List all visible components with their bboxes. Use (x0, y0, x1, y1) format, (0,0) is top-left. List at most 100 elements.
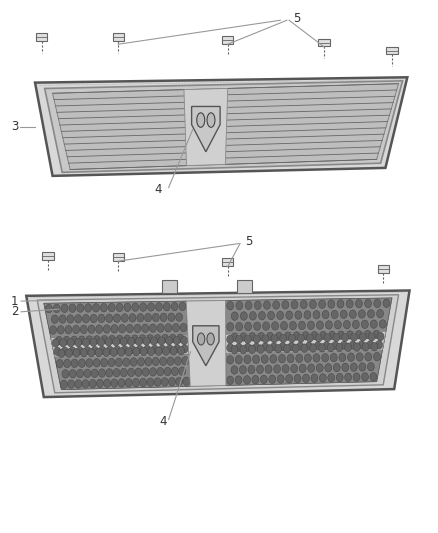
Ellipse shape (245, 301, 252, 310)
Text: 2: 2 (11, 305, 18, 318)
Ellipse shape (60, 380, 67, 389)
Ellipse shape (73, 325, 80, 334)
Ellipse shape (177, 346, 184, 355)
Text: 3: 3 (11, 120, 18, 133)
Ellipse shape (108, 358, 115, 367)
Ellipse shape (333, 364, 340, 372)
Ellipse shape (379, 320, 386, 328)
Ellipse shape (103, 348, 110, 357)
Ellipse shape (337, 300, 344, 308)
Ellipse shape (84, 369, 91, 377)
Ellipse shape (82, 314, 89, 323)
Ellipse shape (88, 349, 95, 357)
Ellipse shape (316, 364, 323, 372)
Ellipse shape (64, 359, 71, 368)
Ellipse shape (163, 302, 170, 311)
Ellipse shape (227, 356, 233, 364)
Bar (113, 34, 124, 41)
Ellipse shape (358, 310, 365, 318)
Ellipse shape (350, 341, 356, 350)
Ellipse shape (258, 333, 265, 341)
Ellipse shape (149, 368, 156, 376)
Polygon shape (51, 335, 190, 390)
Ellipse shape (286, 311, 293, 319)
Ellipse shape (106, 346, 113, 354)
Ellipse shape (62, 370, 69, 378)
Ellipse shape (53, 304, 60, 313)
Ellipse shape (273, 301, 279, 309)
Ellipse shape (236, 301, 243, 310)
Polygon shape (186, 301, 226, 386)
Ellipse shape (249, 312, 256, 320)
Ellipse shape (127, 325, 133, 333)
Ellipse shape (101, 358, 108, 367)
Ellipse shape (331, 310, 338, 319)
Ellipse shape (340, 310, 347, 319)
Ellipse shape (111, 379, 118, 387)
Ellipse shape (271, 343, 277, 351)
Ellipse shape (89, 379, 96, 388)
Ellipse shape (170, 334, 176, 343)
Ellipse shape (144, 345, 151, 354)
Text: 4: 4 (155, 183, 162, 196)
Ellipse shape (160, 313, 167, 321)
Ellipse shape (166, 336, 173, 345)
Ellipse shape (367, 341, 374, 349)
Ellipse shape (299, 321, 305, 330)
Ellipse shape (140, 303, 147, 311)
Ellipse shape (353, 320, 359, 329)
Ellipse shape (152, 357, 159, 366)
Polygon shape (237, 280, 252, 293)
Ellipse shape (253, 355, 260, 364)
Ellipse shape (248, 345, 255, 353)
Ellipse shape (252, 375, 259, 384)
Bar (318, 39, 330, 46)
Ellipse shape (56, 336, 63, 345)
Ellipse shape (80, 325, 87, 334)
Ellipse shape (63, 336, 70, 345)
Ellipse shape (227, 322, 233, 331)
Ellipse shape (92, 304, 99, 312)
Ellipse shape (231, 366, 238, 374)
Ellipse shape (275, 344, 282, 353)
Ellipse shape (132, 378, 139, 387)
Ellipse shape (139, 335, 146, 343)
Ellipse shape (314, 342, 321, 350)
Ellipse shape (333, 333, 340, 342)
Ellipse shape (115, 358, 122, 367)
Ellipse shape (365, 353, 372, 361)
Ellipse shape (328, 374, 335, 382)
Ellipse shape (147, 335, 153, 343)
Ellipse shape (111, 325, 118, 333)
Ellipse shape (268, 311, 275, 320)
Ellipse shape (244, 356, 251, 364)
Ellipse shape (90, 314, 97, 323)
Ellipse shape (325, 321, 332, 329)
Ellipse shape (318, 344, 325, 352)
Ellipse shape (183, 377, 190, 385)
Ellipse shape (227, 344, 233, 352)
Ellipse shape (342, 363, 349, 372)
Ellipse shape (297, 334, 304, 342)
Ellipse shape (59, 315, 66, 324)
Ellipse shape (142, 368, 149, 376)
Ellipse shape (361, 373, 368, 381)
Polygon shape (162, 280, 177, 293)
Ellipse shape (158, 337, 165, 345)
Ellipse shape (306, 342, 312, 350)
Ellipse shape (67, 314, 74, 323)
Ellipse shape (244, 376, 251, 384)
Ellipse shape (361, 320, 368, 328)
Text: 4: 4 (159, 415, 166, 427)
Ellipse shape (71, 359, 78, 368)
Ellipse shape (338, 331, 344, 340)
Ellipse shape (325, 364, 332, 372)
Ellipse shape (350, 363, 357, 372)
Ellipse shape (113, 314, 120, 322)
Ellipse shape (121, 314, 128, 322)
Ellipse shape (291, 301, 298, 309)
Ellipse shape (110, 348, 117, 357)
Ellipse shape (148, 303, 155, 311)
Ellipse shape (162, 334, 169, 343)
Ellipse shape (142, 324, 148, 333)
